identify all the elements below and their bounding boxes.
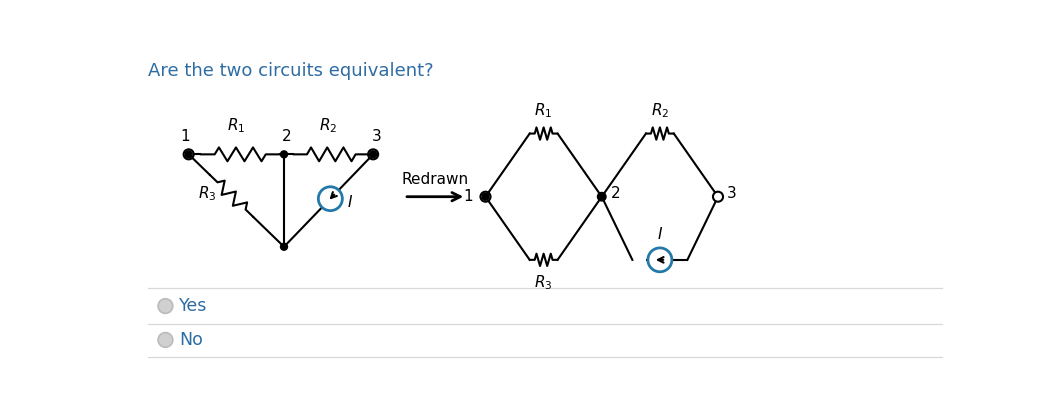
Text: $R_3$: $R_3$ xyxy=(198,184,217,203)
Text: No: No xyxy=(180,331,203,349)
Circle shape xyxy=(368,150,378,159)
Text: $R_1$: $R_1$ xyxy=(227,116,246,135)
Text: 2: 2 xyxy=(611,186,621,201)
Circle shape xyxy=(158,333,173,347)
Circle shape xyxy=(597,192,606,201)
Circle shape xyxy=(480,192,490,202)
Circle shape xyxy=(714,193,722,200)
Text: $I$: $I$ xyxy=(657,226,663,242)
Text: Yes: Yes xyxy=(180,297,207,315)
Circle shape xyxy=(184,150,193,159)
Text: $R_3$: $R_3$ xyxy=(535,274,553,292)
Text: Are the two circuits equivalent?: Are the two circuits equivalent? xyxy=(149,62,434,80)
Circle shape xyxy=(281,151,287,158)
Circle shape xyxy=(281,243,287,250)
Text: $R_1$: $R_1$ xyxy=(535,101,553,120)
Circle shape xyxy=(482,193,489,200)
Text: 2: 2 xyxy=(283,129,292,144)
Text: 3: 3 xyxy=(727,186,737,201)
Text: $R_2$: $R_2$ xyxy=(651,101,669,120)
Circle shape xyxy=(370,151,376,158)
Text: $R_2$: $R_2$ xyxy=(319,116,338,135)
Text: Redrawn: Redrawn xyxy=(402,173,469,187)
Text: 1: 1 xyxy=(463,189,473,204)
Circle shape xyxy=(185,151,192,158)
Text: $I$: $I$ xyxy=(347,194,353,210)
Circle shape xyxy=(713,192,723,202)
Text: 3: 3 xyxy=(371,129,382,144)
Text: 1: 1 xyxy=(181,129,190,144)
Circle shape xyxy=(158,299,173,313)
